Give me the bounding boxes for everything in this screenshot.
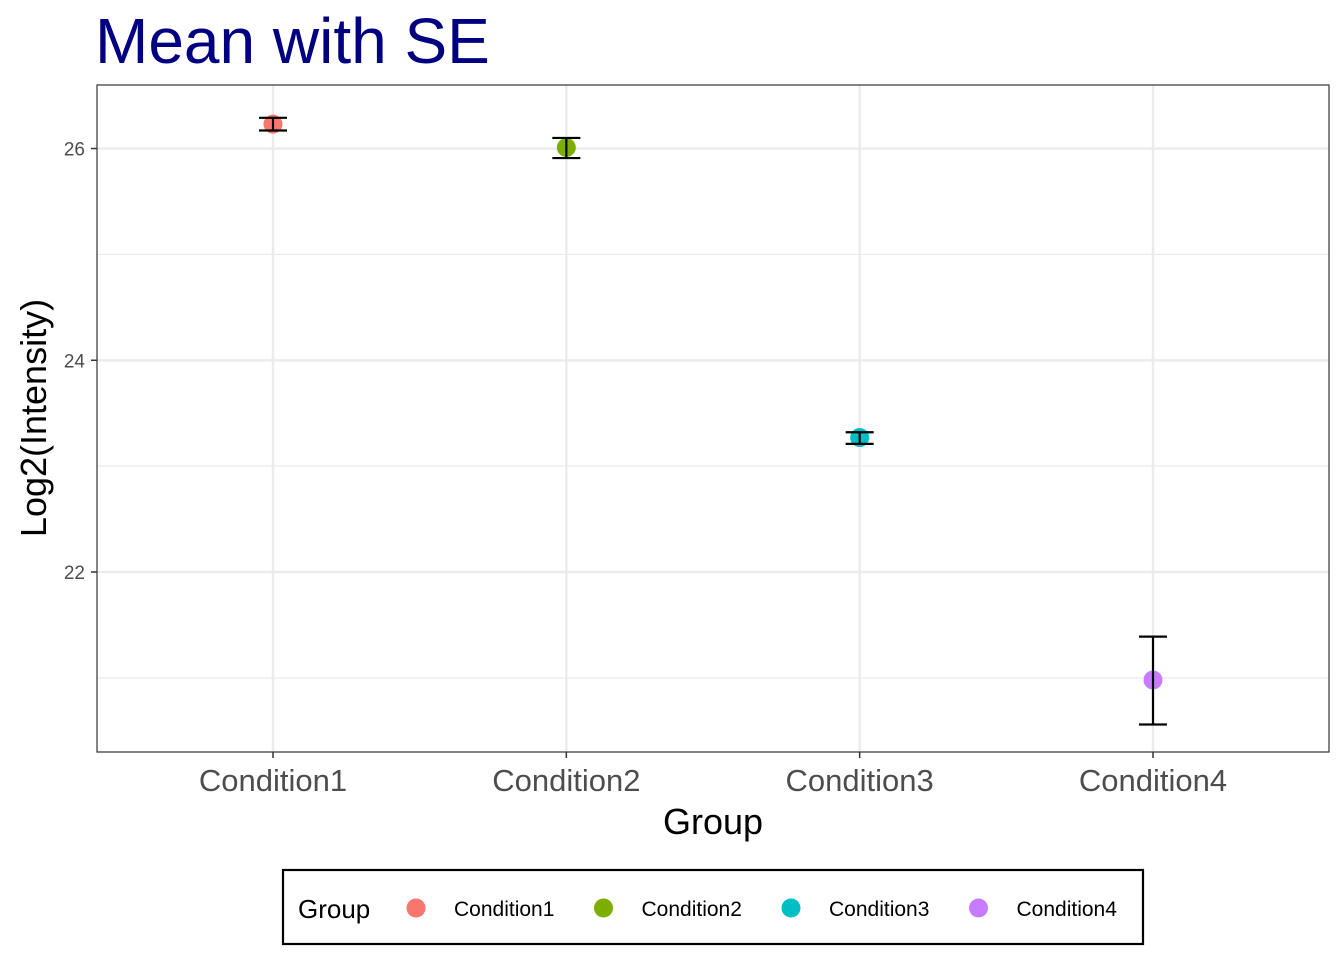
data-point-group	[259, 114, 287, 134]
legend-item: Condition2	[594, 898, 742, 921]
x-tick-label: Condition3	[786, 763, 934, 798]
x-axis-title: Group	[663, 801, 763, 842]
legend-key	[781, 898, 801, 918]
legend-label: Condition2	[642, 898, 742, 921]
y-axis-title: Log2(Intensity)	[13, 299, 54, 537]
chart-title: Mean with SE	[95, 5, 490, 77]
x-tick-label: Condition4	[1079, 763, 1227, 798]
x-tick-label: Condition2	[492, 763, 640, 798]
legend-label: Condition4	[1017, 898, 1118, 921]
plot-panel-border	[96, 84, 1330, 753]
legend-label: Condition3	[829, 898, 929, 921]
grid-layer	[97, 85, 1329, 752]
data-point-group	[845, 428, 874, 448]
legend-item: Condition3	[781, 898, 929, 921]
y-tick-label: 26	[64, 140, 85, 161]
y-axis: 22 24 26	[64, 140, 97, 584]
legend-key	[969, 898, 988, 918]
legend-key	[594, 898, 613, 918]
data-point-group	[1139, 635, 1167, 726]
legend-item: Condition1	[406, 898, 554, 921]
data-point-group	[552, 136, 581, 160]
legend-key	[406, 898, 426, 918]
legend-box	[281, 868, 1145, 946]
y-tick-label: 24	[64, 351, 86, 372]
legend: Group Condition1 Condition2 Condition3 Cond…	[281, 868, 1145, 946]
y-tick-label: 22	[64, 563, 85, 584]
legend-item: Condition4	[969, 898, 1117, 921]
legend-label: Condition1	[454, 898, 554, 921]
x-axis: Condition1 Condition2 Condition3 Condition4	[199, 752, 1227, 798]
data-layer	[259, 114, 1167, 726]
legend-title: Group	[298, 894, 370, 924]
x-tick-label: Condition1	[199, 763, 347, 798]
legend-items: Condition1 Condition2 Condition3 Condition4	[406, 898, 1117, 921]
